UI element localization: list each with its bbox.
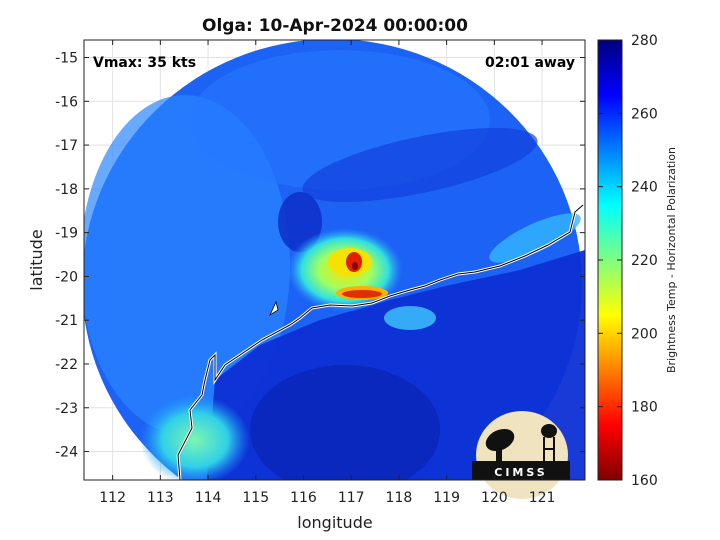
y-axis-label: latitude	[27, 229, 46, 290]
x-tick-label: 116	[290, 490, 317, 506]
dish-icon	[485, 428, 515, 452]
swath-image	[84, 40, 585, 480]
x-tick-label: 115	[242, 490, 269, 506]
colorbar-label: Brightness Temp - Horizontal Polarizatio…	[665, 147, 678, 373]
vmax-annotation: Vmax: 35 kts	[93, 55, 196, 71]
east-band-bright	[489, 213, 581, 263]
x-axis-label: longitude	[297, 513, 372, 532]
y-tick-label: -16	[55, 94, 78, 110]
y-tick-label: -15	[55, 51, 78, 67]
island	[269, 300, 279, 317]
colorbar-tick-label: 220	[631, 253, 658, 269]
core-red-south	[342, 290, 382, 298]
water-tower-icon	[541, 424, 557, 438]
colorbar-tick-label: 180	[631, 400, 658, 416]
axes-frame	[83, 39, 586, 481]
coastline-edge	[177, 204, 584, 480]
x-axis-ticks: 112 113 114 115 116 117 118 119 120 121	[99, 40, 555, 506]
time-away-annotation: 02:01 away	[485, 55, 575, 71]
y-tick-label: -23	[55, 401, 78, 417]
y-tick-label: -17	[55, 138, 78, 154]
land-darkest-region	[250, 365, 440, 480]
y-tick-label: -22	[55, 357, 78, 373]
logo-band	[472, 461, 570, 480]
y-axis-ticks: -15 -16 -17 -18 -19 -20 -21 -22 -23 -24	[55, 51, 585, 461]
y-tick-label: -24	[55, 445, 78, 461]
swath-light-west	[84, 95, 290, 435]
core-red-north-dark	[352, 262, 358, 270]
tower-cross	[543, 448, 555, 450]
x-tick-label: 112	[99, 490, 126, 506]
dish-stand	[496, 446, 502, 461]
y-tick-label: -19	[55, 226, 78, 242]
cyan-patch-south	[384, 306, 436, 330]
y-tick-label: -20	[55, 269, 78, 285]
colorbar-tick-label: 160	[631, 473, 658, 489]
core-red-north	[346, 252, 362, 272]
colorbar-tick-label: 240	[631, 180, 658, 196]
x-tick-label: 121	[529, 490, 556, 506]
x-tick-label: 120	[481, 490, 508, 506]
x-tick-label: 117	[338, 490, 365, 506]
colorbar-tick-label: 280	[631, 33, 658, 49]
colorbar-tick-label: 200	[631, 326, 658, 342]
logo-text: CIMSS	[494, 466, 547, 479]
cimss-logo: CIMSS	[472, 411, 570, 499]
x-tick-label: 118	[386, 490, 413, 506]
colorbar-ticks: 280 260 240 220 200 180 160	[598, 33, 658, 489]
x-tick-label: 114	[195, 490, 222, 506]
y-tick-label: -18	[55, 182, 78, 198]
dark-band-north	[302, 127, 538, 203]
chart-title: Olga: 10-Apr-2024 00:00:00	[202, 16, 468, 36]
colorbar-tick-label: 260	[631, 106, 658, 122]
x-tick-label: 119	[433, 490, 460, 506]
y-tick-label: -21	[55, 313, 78, 329]
x-tick-label: 113	[147, 490, 174, 506]
southwest-warm-region	[140, 395, 250, 480]
